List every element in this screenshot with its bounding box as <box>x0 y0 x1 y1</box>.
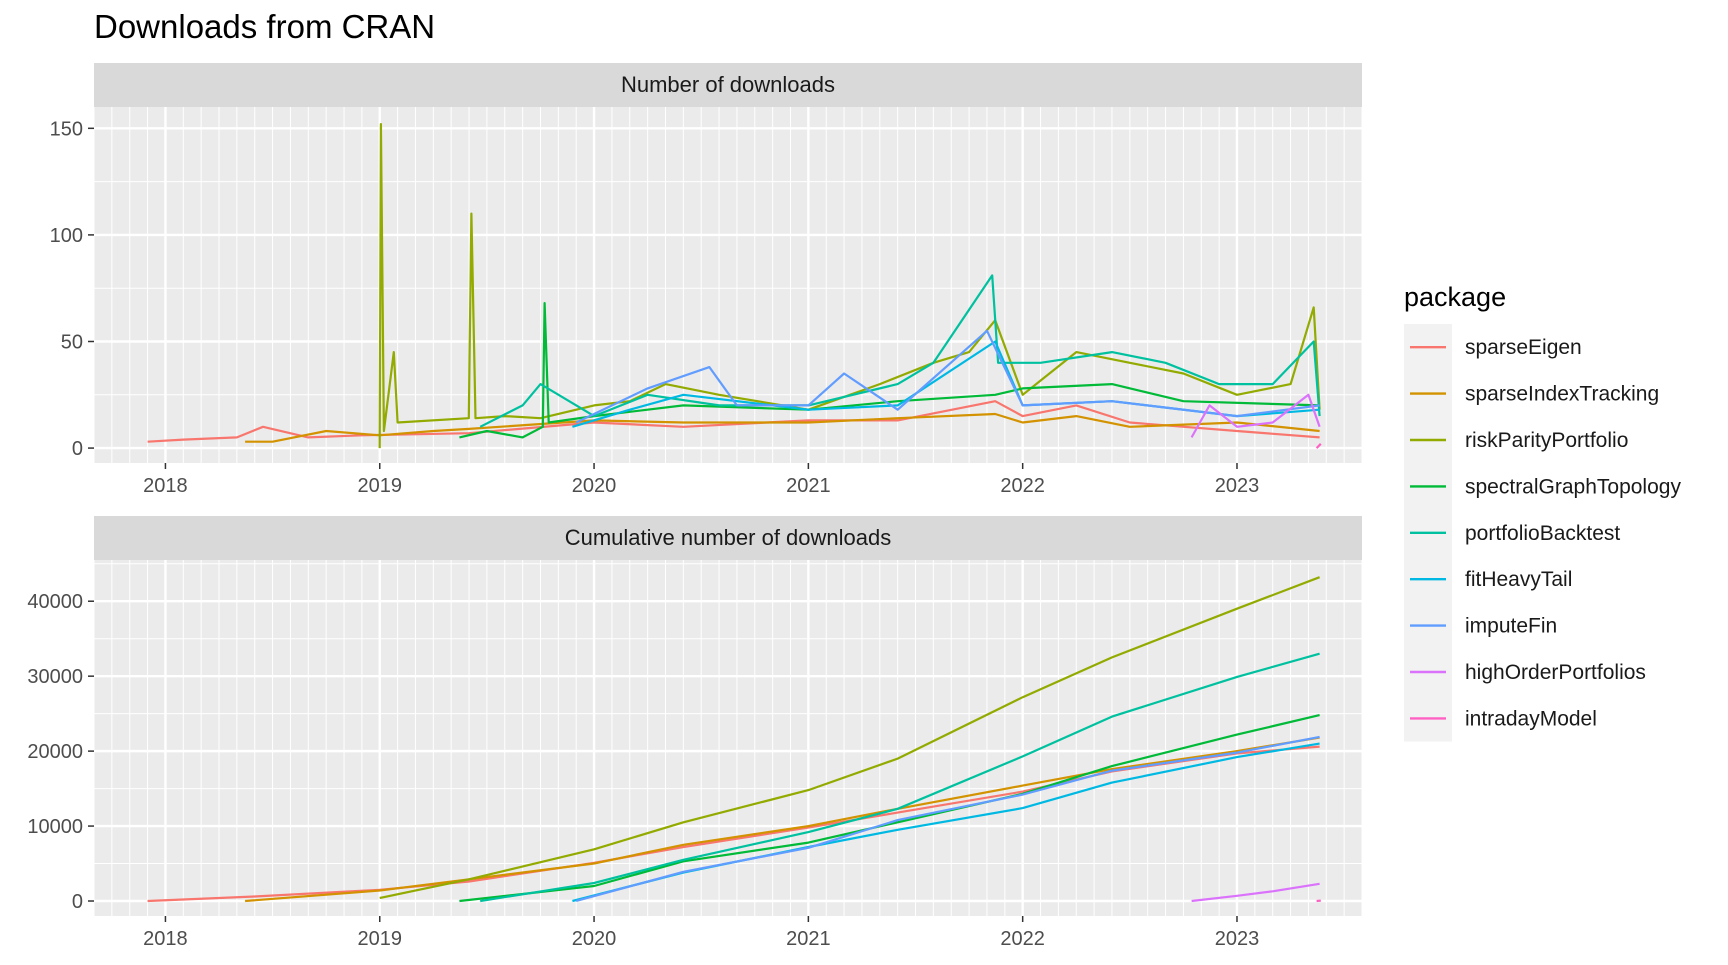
x-tick-label: 2018 <box>143 928 188 950</box>
strip-label: Number of downloads <box>621 72 835 97</box>
x-tick-label: 2021 <box>786 928 831 950</box>
x-tick-label: 2022 <box>1000 928 1045 950</box>
x-tick-label: 2023 <box>1215 928 1260 950</box>
legend-label-riskParityPortfolio: riskParityPortfolio <box>1465 429 1628 452</box>
panel-daily-downloads: Number of downloads 0 50 100 150 2018 2019 2020… <box>50 63 1362 497</box>
legend-label-fitHeavyTail: fitHeavyTail <box>1465 568 1572 591</box>
panel-cumulative-downloads: Cumulative number of downloads 0 10000 2000… <box>27 516 1362 950</box>
legend-title: package <box>1404 282 1506 312</box>
y-tick-label: 150 <box>50 118 83 140</box>
x-tick-label: 2022 <box>1000 475 1045 497</box>
x-tick-label: 2020 <box>572 928 617 950</box>
x-tick-label: 2020 <box>572 475 617 497</box>
chart-title: Downloads from CRAN <box>94 8 435 45</box>
legend-label-sparseIndexTracking: sparseIndexTracking <box>1465 383 1659 406</box>
strip-label: Cumulative number of downloads <box>565 525 892 550</box>
x-tick-label: 2019 <box>357 475 402 497</box>
x-tick-label: 2021 <box>786 475 831 497</box>
y-tick-label: 0 <box>72 891 83 913</box>
legend-label-spectralGraphTopology: spectralGraphTopology <box>1465 475 1681 498</box>
legend: package sparseEigen sparseIndexTracking ri… <box>1404 282 1681 742</box>
y-tick-label: 20000 <box>27 741 83 763</box>
legend-label-imputeFin: imputeFin <box>1465 615 1557 638</box>
y-tick-label: 10000 <box>27 816 83 838</box>
x-tick-label: 2023 <box>1215 475 1260 497</box>
y-tick-label: 100 <box>50 225 83 247</box>
legend-label-intradayModel: intradayModel <box>1465 707 1597 730</box>
x-tick-label: 2019 <box>357 928 402 950</box>
legend-label-highOrderPortfolios: highOrderPortfolios <box>1465 661 1646 684</box>
y-tick-label: 50 <box>61 331 83 353</box>
y-tick-label: 40000 <box>27 591 83 613</box>
legend-label-sparseEigen: sparseEigen <box>1465 336 1582 359</box>
y-tick-label: 30000 <box>27 666 83 688</box>
x-tick-label: 2018 <box>143 475 188 497</box>
legend-label-portfolioBacktest: portfolioBacktest <box>1465 522 1620 545</box>
y-tick-label: 0 <box>72 438 83 460</box>
plot-background <box>94 107 1362 463</box>
